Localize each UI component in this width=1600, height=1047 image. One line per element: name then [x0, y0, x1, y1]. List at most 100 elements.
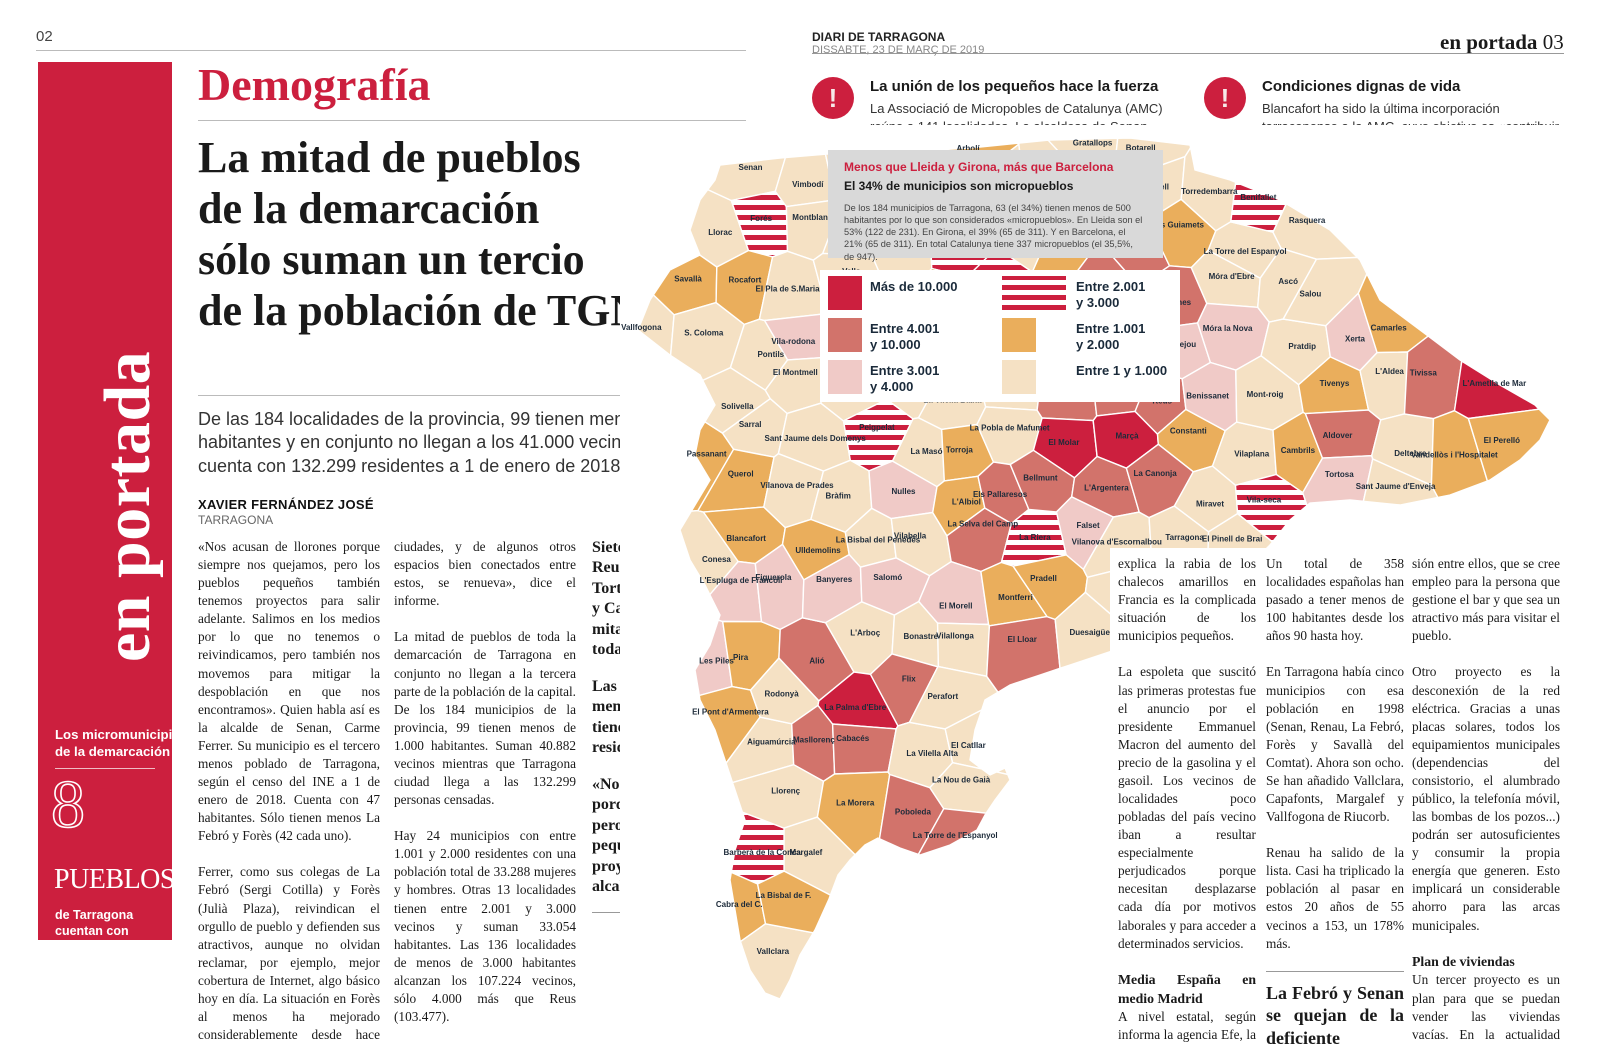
svg-text:El Montmell: El Montmell [773, 368, 818, 377]
svg-text:El Molar: El Molar [1048, 438, 1079, 447]
svg-text:L'Ametlla de Mar: L'Ametlla de Mar [1463, 379, 1527, 388]
svg-text:Mont-roig: Mont-roig [1247, 390, 1284, 399]
svg-text:La Bisbal de F.: La Bisbal de F. [756, 891, 812, 900]
svg-text:Sarral: Sarral [739, 420, 762, 429]
svg-text:Senan: Senan [738, 163, 762, 172]
svg-text:Vallfogona: Vallfogona [621, 323, 662, 332]
svg-text:Vilanova de Prades: Vilanova de Prades [760, 481, 834, 490]
svg-text:La Canonja: La Canonja [1134, 469, 1178, 478]
svg-text:La Torre de l'Espanyol: La Torre de l'Espanyol [913, 831, 998, 840]
svg-text:Rasquera: Rasquera [1289, 216, 1326, 225]
svg-text:Peigpelat: Peigpelat [859, 423, 895, 432]
svg-text:Cambrils: Cambrils [1281, 446, 1316, 455]
svg-text:Tivissa: Tivissa [1410, 369, 1438, 378]
svg-text:Tarragona: Tarragona [1165, 533, 1204, 542]
svg-text:Vandellòs i l'Hospitalet: Vandellòs i l'Hospitalet [1411, 451, 1498, 460]
svg-text:Duesaigües: Duesaigües [1069, 628, 1114, 637]
svg-text:Miravet: Miravet [1196, 499, 1224, 508]
svg-text:Forés: Forés [750, 214, 772, 223]
svg-text:La Selva del Camp: La Selva del Camp [947, 520, 1018, 529]
svg-text:Montferri: Montferri [998, 593, 1033, 602]
svg-text:Passanant: Passanant [687, 450, 727, 459]
svg-text:Les Piles: Les Piles [699, 657, 734, 666]
svg-text:Figuerola: Figuerola [755, 573, 792, 582]
svg-text:Vila-seca: Vila-seca [1247, 495, 1282, 504]
svg-text:Bellmunt: Bellmunt [1023, 473, 1058, 482]
svg-text:Torredembarra: Torredembarra [1181, 187, 1238, 196]
svg-text:Sant Jaume dels Domenys: Sant Jaume dels Domenys [765, 434, 867, 443]
svg-text:Masllorenç: Masllorenç [793, 736, 835, 745]
svg-text:El Morell: El Morell [939, 602, 972, 611]
svg-text:Torroja: Torroja [946, 446, 974, 455]
svg-text:La Vilella Alta: La Vilella Alta [906, 749, 958, 758]
svg-text:Alió: Alió [809, 656, 824, 665]
svg-text:Rodonyà: Rodonyà [764, 689, 799, 698]
svg-text:El Perelló: El Perelló [1484, 436, 1521, 445]
svg-text:Pratdip: Pratdip [1288, 342, 1316, 351]
svg-text:Conesa: Conesa [702, 555, 731, 564]
svg-text:La Palma d'Ebre: La Palma d'Ebre [824, 703, 886, 712]
svg-text:Pontils: Pontils [757, 350, 784, 359]
svg-text:Cabra del C.: Cabra del C. [716, 900, 763, 909]
svg-text:Poboleda: Poboleda [895, 808, 932, 817]
svg-text:Llorenç: Llorenç [771, 787, 800, 796]
svg-text:L'Arboç: L'Arboç [850, 629, 880, 638]
svg-text:El Catllar: El Catllar [951, 741, 986, 750]
svg-text:Móra d'Ebre: Móra d'Ebre [1209, 272, 1255, 281]
svg-text:Vilabella: Vilabella [894, 532, 927, 541]
svg-text:El Lloar: El Lloar [1008, 635, 1037, 644]
svg-text:Solivella: Solivella [721, 402, 754, 411]
svg-text:Bonastre: Bonastre [903, 632, 938, 641]
svg-text:Vila-rodona: Vila-rodona [771, 337, 815, 346]
svg-text:Cabacés: Cabacés [836, 734, 869, 743]
svg-text:Ulldemolins: Ulldemolins [795, 546, 841, 555]
svg-text:Pira: Pira [733, 653, 749, 662]
svg-text:Vilallonga: Vilallonga [936, 632, 974, 641]
svg-text:S. Coloma: S. Coloma [684, 329, 724, 338]
svg-text:La Masó: La Masó [910, 447, 942, 456]
svg-text:Pradell: Pradell [1030, 574, 1057, 583]
svg-text:!: ! [829, 83, 838, 113]
svg-text:Rocafort: Rocafort [728, 275, 761, 284]
svg-text:Salou: Salou [1300, 289, 1322, 298]
svg-text:Gratallops: Gratallops [1073, 139, 1113, 148]
svg-text:Perafort: Perafort [927, 692, 958, 701]
svg-text:Móra la Nova: Móra la Nova [1203, 324, 1253, 333]
svg-text:Xerta: Xerta [1345, 334, 1366, 343]
svg-text:L'Aldea: L'Aldea [1375, 367, 1404, 376]
svg-text:Vimbodí: Vimbodí [792, 180, 824, 189]
svg-text:La Pobla de Mafumet: La Pobla de Mafumet [970, 424, 1050, 433]
svg-text:La Torre del Espanyol: La Torre del Espanyol [1204, 247, 1287, 256]
svg-text:Benissanet: Benissanet [1186, 391, 1229, 400]
svg-text:El Pinell de Brai: El Pinell de Brai [1202, 535, 1262, 544]
svg-text:Llorac: Llorac [708, 228, 733, 237]
svg-text:L'Argentera: L'Argentera [1084, 483, 1129, 492]
svg-text:Tivenys: Tivenys [1320, 379, 1350, 388]
svg-text:Savallà: Savallà [674, 274, 702, 283]
svg-text:Tortosa: Tortosa [1325, 470, 1354, 479]
svg-text:La Morera: La Morera [836, 798, 875, 807]
svg-text:!: ! [1221, 83, 1230, 113]
svg-text:Constanti: Constanti [1170, 427, 1207, 436]
svg-text:Vilaplana: Vilaplana [1234, 450, 1270, 459]
svg-text:Montblanc: Montblanc [792, 213, 833, 222]
svg-text:La Riera: La Riera [1019, 533, 1051, 542]
svg-text:Falset: Falset [1077, 521, 1100, 530]
svg-text:Benifallet: Benifallet [1240, 193, 1276, 202]
svg-text:Vilanova d'Escornalbou: Vilanova d'Escornalbou [1072, 537, 1162, 546]
svg-text:El Pla de S.Maria: El Pla de S.Maria [755, 284, 820, 293]
svg-text:Bràfim: Bràfim [826, 492, 851, 501]
svg-text:Blancafort: Blancafort [726, 534, 766, 543]
svg-text:Banyeres: Banyeres [816, 575, 853, 584]
svg-text:Querol: Querol [728, 469, 754, 478]
svg-text:Vallclara: Vallclara [757, 947, 790, 956]
svg-text:Els Pallaresos: Els Pallaresos [973, 490, 1028, 499]
svg-text:Aiguamúrcia: Aiguamúrcia [747, 738, 796, 747]
svg-text:Sant Jaume d'Enveja: Sant Jaume d'Enveja [1356, 482, 1436, 491]
svg-text:Margalef: Margalef [789, 848, 822, 857]
svg-text:Aldover: Aldover [1323, 431, 1353, 440]
svg-text:El Pont d'Armentera: El Pont d'Armentera [692, 708, 769, 717]
svg-text:Ascó: Ascó [1278, 277, 1298, 286]
svg-text:Camarles: Camarles [1371, 324, 1408, 333]
svg-text:La Nou de Gaià: La Nou de Gaià [932, 775, 991, 784]
